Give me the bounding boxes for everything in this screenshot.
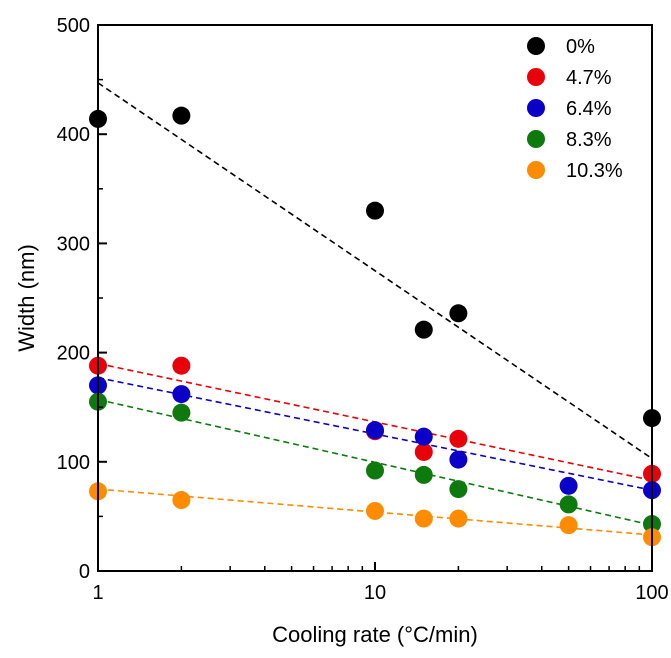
data-point xyxy=(449,450,468,469)
y-tick-label: 200 xyxy=(57,343,90,365)
data-point xyxy=(172,385,191,404)
data-point xyxy=(414,465,433,484)
data-point xyxy=(559,476,578,495)
data-point xyxy=(559,495,578,514)
legend-label: 10.3% xyxy=(566,160,623,182)
data-point xyxy=(366,201,384,220)
data-points xyxy=(89,106,661,547)
data-point xyxy=(172,403,191,422)
data-point xyxy=(414,442,433,461)
legend-label: 0% xyxy=(566,36,595,58)
y-tick-label: 300 xyxy=(57,233,90,255)
data-point xyxy=(366,421,384,440)
data-point xyxy=(414,509,433,528)
data-point xyxy=(449,304,468,323)
y-axis-title: Width (nm) xyxy=(14,244,39,352)
y-tick-label: 400 xyxy=(57,124,90,146)
data-point xyxy=(172,491,191,510)
data-point xyxy=(449,509,468,528)
legend: 0% 4.7% 6.4% 8.3% 10.3% xyxy=(527,36,623,182)
legend-label: 6.4% xyxy=(566,98,612,120)
data-point xyxy=(414,320,433,339)
fit-line xyxy=(97,82,653,460)
data-point xyxy=(414,427,433,446)
x-axis-ticks: 1 10 100 xyxy=(92,562,669,604)
legend-marker xyxy=(527,37,545,55)
x-tick-label: 100 xyxy=(635,582,668,604)
data-point xyxy=(366,501,384,520)
legend-label: 8.3% xyxy=(566,129,612,151)
legend-marker xyxy=(527,130,545,148)
data-point xyxy=(366,461,384,480)
y-axis-ticks: 0 100 200 300 400 500 xyxy=(57,15,107,583)
legend-marker xyxy=(527,68,545,86)
data-point xyxy=(449,429,468,448)
data-point xyxy=(172,356,191,375)
data-point xyxy=(449,480,468,499)
y-tick-label: 0 xyxy=(79,561,90,583)
data-point xyxy=(172,106,191,125)
legend-label: 4.7% xyxy=(566,67,612,89)
x-tick-label: 1 xyxy=(92,582,103,604)
x-tick-label: 10 xyxy=(364,582,386,604)
legend-marker xyxy=(527,99,545,117)
fit-line xyxy=(97,488,653,536)
y-tick-label: 100 xyxy=(57,452,90,474)
data-point xyxy=(559,516,578,535)
y-tick-label: 500 xyxy=(57,15,90,37)
legend-marker xyxy=(527,161,545,179)
x-axis-title: Cooling rate (°C/min) xyxy=(272,622,478,647)
